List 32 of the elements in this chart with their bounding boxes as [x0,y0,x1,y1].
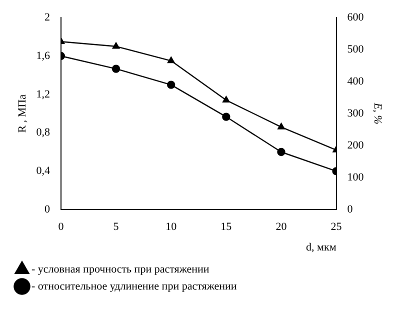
y2-axis-title: E, % [372,102,384,124]
x-axis-title: d, мкм [306,241,336,254]
x-tick-label: 25 [330,221,342,234]
y-tick-label: 2 [44,11,50,24]
point [166,80,176,89]
x-tick-label: 10 [166,221,178,234]
point [277,148,286,156]
x-tick-label: 0 [58,221,64,234]
legend-label: - относительное удлинение при растяжении [32,280,237,292]
point [278,122,285,130]
y2-tick-label: 100 [347,171,364,184]
point [112,64,120,73]
y2-tick-label: 0 [347,203,354,216]
y2-tick-label: 300 [347,107,364,120]
y2-tick-label: 200 [347,139,364,152]
point [222,112,230,121]
y-tick-label: 0,8 [36,126,50,139]
point [112,42,120,49]
y2-tick-label: 400 [347,75,364,88]
point [222,96,230,103]
legend-label: - условная прочность при растяжении [32,263,210,276]
point [167,56,175,64]
x-tick-label: 5 [113,221,120,234]
y-tick-label: 0 [44,203,50,216]
y-tick-label: 1,2 [36,88,50,100]
x-tick-label: 20 [276,221,288,234]
y2-tick-label: 600 [347,11,364,24]
y-axis-title: R , МПа [16,94,28,133]
y-tick-label: 1,6 [36,50,50,62]
y-tick-label: 0,4 [36,165,50,178]
x-tick-label: 15 [220,221,232,234]
y2-tick-label: 500 [347,43,364,56]
